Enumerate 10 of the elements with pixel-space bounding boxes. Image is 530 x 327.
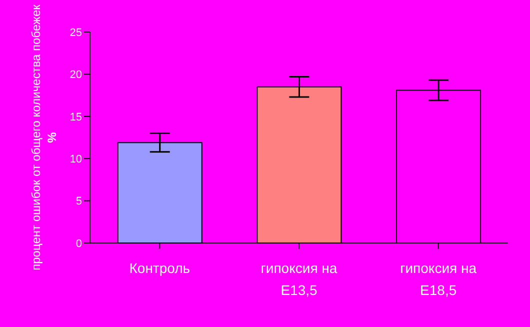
- y-tick-label: 20: [70, 69, 82, 82]
- y-tick-label: 5: [76, 196, 82, 208]
- x-tick-label: Контроль: [129, 260, 190, 276]
- x-tick-label: гипоксия на E13,5: [260, 260, 338, 298]
- x-tick-label: гипоксия на E18,5: [400, 260, 477, 298]
- y-tick-label: 15: [70, 111, 82, 124]
- y-tick-label: 0: [76, 238, 82, 250]
- y-tick-label: 10: [70, 154, 82, 166]
- y-tick-label: 25: [70, 26, 82, 39]
- y-axis-title: процент ошибок от общего количества побежек %: [29, 4, 59, 270]
